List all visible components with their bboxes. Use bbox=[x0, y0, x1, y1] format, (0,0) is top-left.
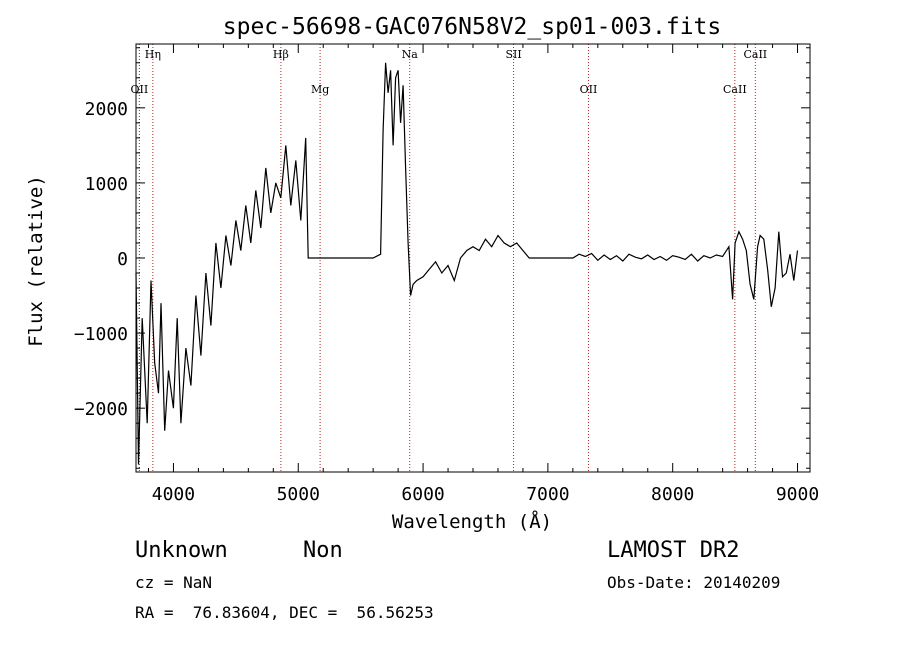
spectrum-line bbox=[135, 62, 799, 465]
obs-date: Obs-Date: 20140209 bbox=[607, 573, 781, 592]
x-tick-label: 8000 bbox=[651, 484, 694, 505]
line-marker-label: Mg bbox=[311, 83, 329, 96]
line-marker-label: CaII bbox=[743, 48, 767, 61]
chart-title: spec-56698-GAC076N58V2_sp01-003.fits bbox=[223, 14, 722, 40]
x-tick-label: 7000 bbox=[526, 484, 569, 505]
line-marker-label: Hη bbox=[145, 48, 161, 61]
y-tick-label: −1000 bbox=[74, 324, 128, 345]
line-marker-label: Na bbox=[402, 48, 419, 61]
object-class: Unknown bbox=[135, 538, 228, 563]
x-tick-label: 9000 bbox=[776, 484, 819, 505]
line-marker-label: SII bbox=[505, 48, 521, 61]
line-marker-labels: Hη OII Hβ Mg Na OII SII CaII CaII bbox=[131, 48, 768, 96]
axis-ticks: 4000 5000 6000 7000 8000 9000 −2000 −1000 0 1000 2… bbox=[74, 44, 819, 505]
y-tick-label: 2000 bbox=[85, 99, 128, 120]
y-tick-label: 0 bbox=[117, 249, 128, 270]
coordinates: RA = 76.83604, DEC = 56.56253 bbox=[135, 603, 434, 622]
survey-name: LAMOST DR2 bbox=[607, 538, 740, 563]
line-marker-label: CaII bbox=[723, 83, 747, 96]
spectrum-series bbox=[135, 62, 799, 465]
x-tick-label: 6000 bbox=[401, 484, 444, 505]
line-marker-label: Hβ bbox=[273, 48, 289, 61]
object-subclass: Non bbox=[303, 538, 343, 563]
x-tick-label: 4000 bbox=[152, 484, 195, 505]
redshift-cz: cz = NaN bbox=[135, 573, 213, 592]
y-tick-label: −2000 bbox=[74, 399, 128, 420]
x-tick-label: 5000 bbox=[277, 484, 320, 505]
line-marker-label: OII bbox=[131, 83, 149, 96]
y-axis-label: Flux (relative) bbox=[25, 175, 47, 347]
line-marker-label: OII bbox=[580, 83, 598, 96]
x-axis-label: Wavelength (Å) bbox=[392, 510, 552, 533]
y-tick-label: 1000 bbox=[85, 174, 128, 195]
